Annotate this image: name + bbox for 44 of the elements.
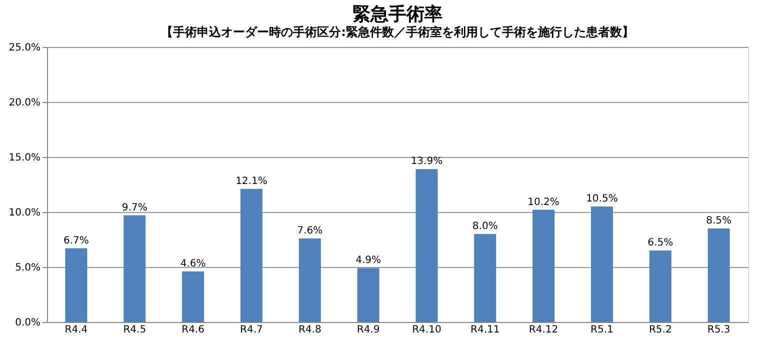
y-tick-label: 10.0% bbox=[8, 208, 40, 218]
bar bbox=[474, 234, 496, 322]
x-tick-label: R5.1 bbox=[590, 324, 614, 336]
y-tick-label: 0.0% bbox=[15, 318, 40, 328]
y-tick-label: 15.0% bbox=[8, 152, 40, 164]
data-label: 4.9% bbox=[356, 255, 381, 266]
x-tick-label: R4.7 bbox=[240, 324, 263, 336]
bar bbox=[416, 169, 438, 322]
x-tick-label: R4.5 bbox=[123, 324, 146, 336]
x-tick-label: R5.2 bbox=[648, 324, 672, 336]
x-tick-label: R4.4 bbox=[64, 324, 88, 336]
bar bbox=[532, 210, 555, 322]
bar bbox=[649, 250, 672, 322]
bar bbox=[124, 215, 146, 322]
data-label: 6.5% bbox=[648, 238, 674, 248]
bar bbox=[708, 228, 730, 322]
x-tick-label: R4.10 bbox=[412, 324, 442, 336]
data-label: 9.7% bbox=[122, 202, 148, 214]
data-label: 6.7% bbox=[64, 235, 89, 246]
x-tick-label: R4.9 bbox=[356, 324, 380, 336]
bar bbox=[65, 248, 88, 322]
data-label: 10.5% bbox=[586, 194, 618, 204]
data-label: 7.6% bbox=[297, 225, 323, 236]
x-tick-label: R4.12 bbox=[528, 324, 558, 336]
data-label: 10.2% bbox=[528, 196, 560, 208]
chart-subtitle: 【手術申込オーダー時の手術区分:緊急件数／手術室を利用して手術を施行した患者数】 bbox=[161, 25, 634, 39]
data-label: 12.1% bbox=[236, 176, 268, 187]
y-tick-label: 20.0% bbox=[8, 98, 40, 108]
y-tick-label: 25.0% bbox=[8, 42, 40, 54]
bar bbox=[240, 188, 262, 322]
y-tick-label: 5.0% bbox=[15, 262, 40, 274]
data-label: 8.0% bbox=[472, 221, 498, 232]
data-label: 13.9% bbox=[410, 156, 443, 168]
chart-title: 緊急手術率 bbox=[352, 4, 442, 25]
x-tick-label: R5.3 bbox=[707, 324, 730, 336]
bar bbox=[357, 268, 380, 322]
x-tick-label: R4.6 bbox=[182, 324, 204, 336]
bar bbox=[182, 271, 204, 322]
bar bbox=[590, 206, 613, 322]
bar bbox=[298, 238, 321, 322]
data-label: 8.5% bbox=[706, 216, 732, 226]
x-tick-label: R4.11 bbox=[470, 324, 500, 336]
x-tick-label: R4.8 bbox=[298, 324, 322, 336]
data-label: 4.6% bbox=[180, 258, 206, 270]
